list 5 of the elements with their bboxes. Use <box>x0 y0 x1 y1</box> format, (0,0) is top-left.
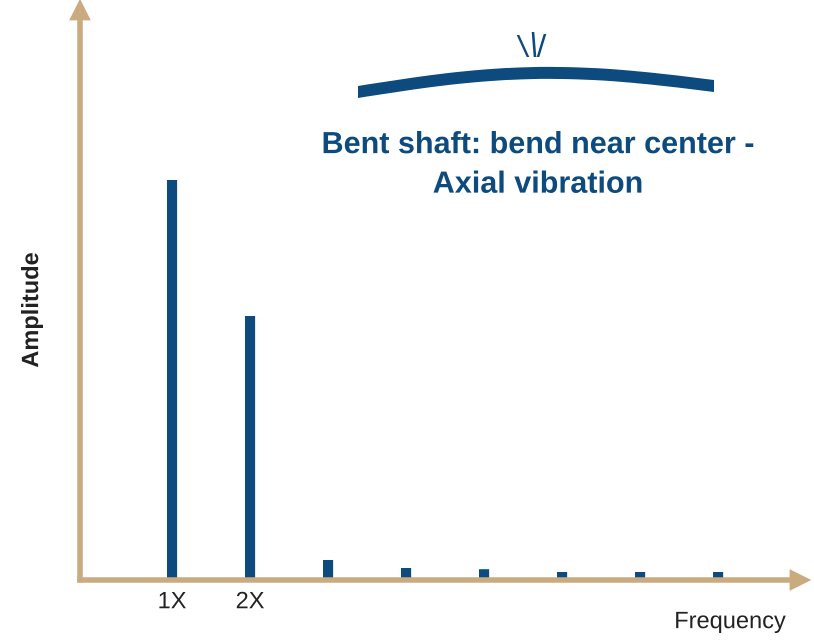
annotation: Bent shaft: bend near center - Axial vibration <box>324 130 754 193</box>
y-axis-title: Amplitude <box>20 253 44 368</box>
x-tick-label: 1X <box>159 592 186 608</box>
x-axis-title: Frequency <box>676 612 786 634</box>
x-tick-label: 2X <box>236 592 264 608</box>
